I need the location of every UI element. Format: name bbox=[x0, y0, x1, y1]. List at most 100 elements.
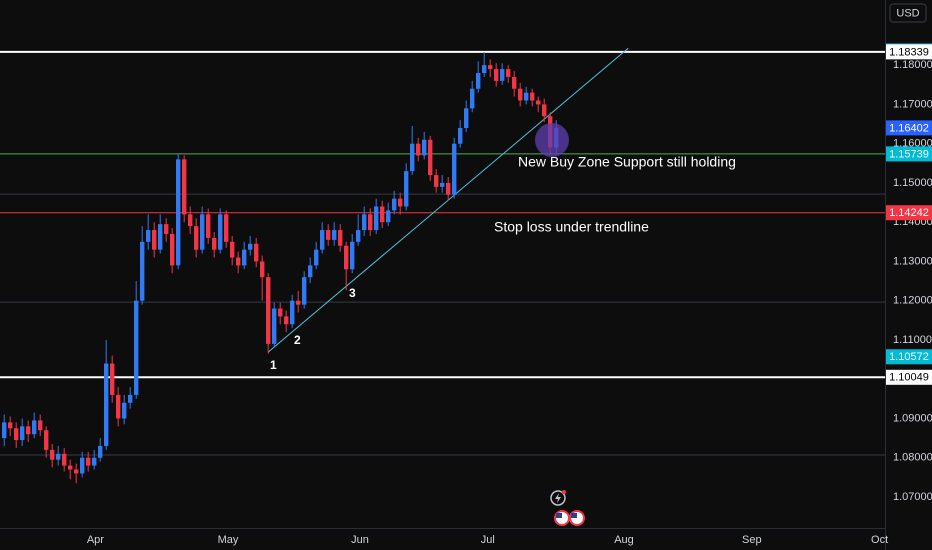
candle-body bbox=[386, 210, 391, 223]
y-tick-label: 1.18000 bbox=[893, 59, 932, 71]
candle-body bbox=[350, 241, 355, 270]
candle-body bbox=[542, 104, 547, 117]
plot-area bbox=[0, 47, 885, 484]
price-badge bbox=[886, 146, 932, 162]
candle-body bbox=[314, 249, 319, 266]
candle-body bbox=[284, 316, 289, 325]
candle-body bbox=[290, 300, 295, 325]
x-tick-label: May bbox=[218, 534, 239, 546]
price-badge bbox=[886, 44, 932, 60]
x-tick-label: Oct bbox=[871, 534, 888, 546]
candle-body bbox=[518, 88, 523, 101]
candle-body bbox=[536, 100, 541, 105]
candle-body bbox=[122, 402, 127, 419]
candle-body bbox=[254, 243, 259, 262]
y-tick-label: 1.11000 bbox=[893, 334, 932, 346]
x-tick-label: Aug bbox=[614, 534, 634, 546]
event-icon-bolt bbox=[555, 493, 561, 503]
candle-body bbox=[404, 171, 409, 207]
annotation: 3 bbox=[349, 286, 356, 300]
candle-body bbox=[98, 445, 103, 458]
candle-body bbox=[20, 426, 25, 441]
x-tick-label: Jul bbox=[481, 534, 495, 546]
candle-body bbox=[266, 277, 271, 344]
candle-body bbox=[434, 175, 439, 187]
event-dot bbox=[562, 490, 566, 494]
annotation: 2 bbox=[294, 333, 301, 347]
candle-body bbox=[476, 73, 481, 89]
candle-body bbox=[422, 139, 427, 156]
candle-body bbox=[248, 243, 253, 250]
annotation: New Buy Zone Support still holding bbox=[518, 154, 736, 170]
candle-body bbox=[452, 143, 457, 195]
candle-body bbox=[326, 230, 331, 240]
candle-body bbox=[32, 420, 37, 435]
candle-body bbox=[302, 277, 307, 305]
price-badge-label: 1.15739 bbox=[889, 148, 929, 160]
candle-body bbox=[392, 198, 397, 211]
candle-body bbox=[212, 237, 217, 250]
candle-body bbox=[8, 422, 13, 429]
candle-body bbox=[524, 92, 529, 101]
event-icon[interactable] bbox=[550, 490, 566, 506]
candle-body bbox=[176, 159, 181, 266]
y-tick-label: 1.17000 bbox=[893, 98, 932, 110]
candle-body bbox=[74, 469, 79, 474]
candle-body bbox=[488, 65, 493, 70]
candle-body bbox=[236, 257, 241, 266]
x-tick-label: Sep bbox=[742, 534, 762, 546]
candle-body bbox=[464, 108, 469, 128]
event-icons[interactable] bbox=[550, 490, 585, 526]
candle-body bbox=[92, 457, 97, 466]
candle-body bbox=[272, 308, 277, 344]
candle-body bbox=[158, 224, 163, 250]
flag-part bbox=[571, 513, 577, 518]
candle-body bbox=[128, 394, 133, 403]
candle-body bbox=[62, 453, 67, 466]
candle-body bbox=[416, 143, 421, 156]
candle-body bbox=[140, 241, 145, 301]
candle-body bbox=[50, 449, 55, 460]
candle-body bbox=[44, 430, 49, 450]
candle-body bbox=[278, 308, 283, 317]
y-tick-label: 1.08000 bbox=[893, 452, 932, 464]
candle-body bbox=[146, 230, 151, 242]
price-badge-label: 1.10049 bbox=[889, 372, 929, 384]
y-tick-label: 1.12000 bbox=[893, 295, 932, 307]
candle-body bbox=[494, 69, 499, 81]
candle-body bbox=[458, 127, 463, 144]
price-badge bbox=[886, 120, 932, 136]
candle-body bbox=[296, 300, 301, 305]
candle-body bbox=[308, 265, 313, 278]
flag-part bbox=[556, 513, 562, 518]
currency-box[interactable] bbox=[889, 3, 927, 23]
candle-body bbox=[506, 69, 511, 77]
price-badge bbox=[886, 369, 932, 385]
candle-body bbox=[356, 230, 361, 242]
candle-body bbox=[428, 139, 433, 176]
candle-body bbox=[80, 457, 85, 474]
highlight-circle bbox=[535, 123, 569, 157]
price-badge-label: 1.16402 bbox=[889, 122, 929, 134]
candle-body bbox=[194, 226, 199, 250]
candle-body bbox=[410, 143, 415, 172]
y-tick-label: 1.07000 bbox=[893, 491, 932, 503]
candle-body bbox=[242, 249, 247, 266]
price-badge-label: 1.10572 bbox=[889, 351, 929, 363]
candle-body bbox=[368, 214, 373, 231]
candle-body bbox=[470, 88, 475, 109]
y-tick-label: 1.15000 bbox=[893, 177, 932, 189]
candle-body bbox=[86, 457, 91, 466]
price-badge bbox=[886, 349, 932, 365]
candle-body bbox=[344, 245, 349, 270]
currency: USD bbox=[896, 7, 919, 19]
annotation: 1 bbox=[270, 358, 277, 372]
candle-body bbox=[374, 206, 379, 231]
y-tick-label: 1.09000 bbox=[893, 412, 932, 424]
candle-body bbox=[338, 230, 343, 246]
candle-body bbox=[512, 76, 517, 89]
candle-body bbox=[380, 206, 385, 223]
